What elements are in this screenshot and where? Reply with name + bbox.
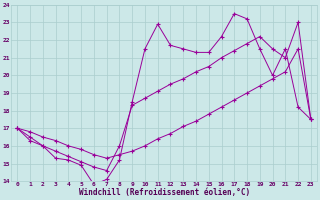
X-axis label: Windchill (Refroidissement éolien,°C): Windchill (Refroidissement éolien,°C) bbox=[78, 188, 250, 197]
